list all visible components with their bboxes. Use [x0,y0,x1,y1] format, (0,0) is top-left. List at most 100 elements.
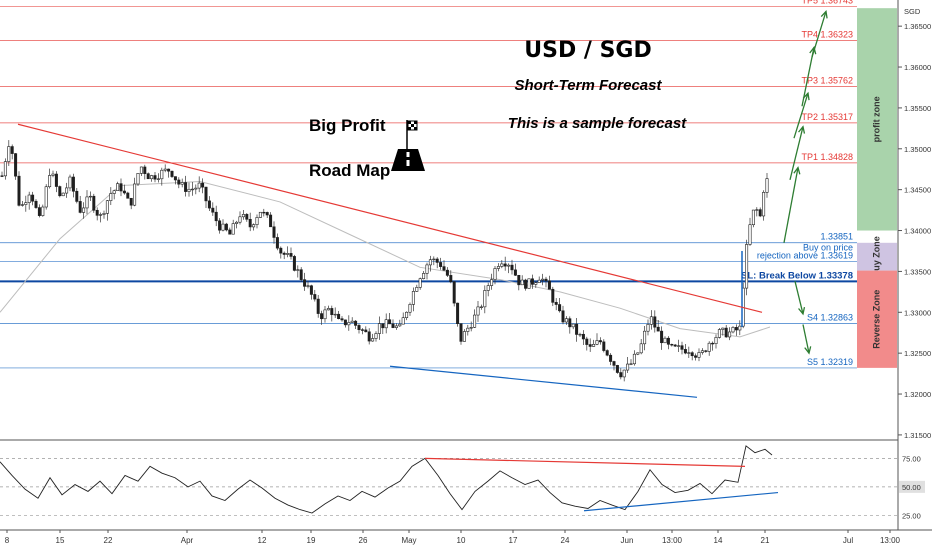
y-tick-label-7: 1.33000 [904,308,931,317]
candle-body [27,194,31,203]
candle-body [728,331,732,338]
rsi-line [0,445,773,514]
candle-body [520,279,524,286]
candle-body [401,317,405,325]
candle-body [646,324,650,332]
candle-body [184,182,188,192]
candle [704,349,708,353]
candle-body [0,175,4,177]
x-tick-label-12: 13:00 [662,536,683,545]
candle-body [360,329,364,331]
candle [694,353,698,361]
candle [670,343,674,347]
candle [309,284,313,300]
candle [24,195,28,212]
candle [343,319,347,328]
candle-body [612,361,616,366]
candle [337,310,341,320]
candle-body [340,318,344,321]
candle-body [248,218,252,228]
candle [544,276,548,288]
reverse-arrow-1 [802,324,812,355]
candle-body [292,256,296,271]
candle [445,267,449,278]
candle [462,329,466,342]
candle [105,200,109,221]
x-tick-label-0: 8 [5,536,10,545]
candle-body [632,353,636,365]
candle [112,189,116,200]
time-axis: 8 15 22 Apr 12 19 26 May 10 17 24 Jun 13:00 14 21 Jul 13… [0,529,932,545]
candle-body [629,363,633,365]
candle [680,341,684,355]
candle [364,326,368,333]
candle [289,247,293,260]
candle-body [408,304,412,313]
candle [724,325,728,338]
candle-body [704,350,708,352]
candle-body [282,252,286,255]
reverse-arrow-0 [794,281,806,316]
forecast-arrow-4-shaft [811,11,827,58]
candle [602,339,606,353]
candle-body [296,269,300,271]
candle-body [92,195,96,211]
candle [581,330,585,345]
candle [14,153,18,180]
candle-body [534,282,538,285]
candle [320,310,324,325]
candle-body [262,211,266,214]
candle-body [700,350,704,353]
candle [415,284,419,292]
candle-body [585,338,589,345]
reverse-arrow-0-head [798,306,806,316]
y-tick-label-10: 1.31500 [904,431,931,440]
candle-body [575,323,579,335]
candle-body [405,311,409,318]
zone-2 [857,270,897,368]
candle [272,221,276,244]
candle-body [456,302,460,324]
candle-body [272,226,276,238]
candle-body [10,146,14,154]
candle [711,341,715,351]
candle-body [190,188,194,191]
candle-body [449,275,453,283]
candle [486,282,490,297]
candle [265,211,269,218]
candle-body [238,216,242,223]
candle-body [435,258,439,263]
candle-body [683,349,687,354]
x-tick-label-16: 13:00 [880,536,901,545]
candle [687,346,691,358]
candle-body [129,197,133,206]
candle-body [252,224,256,228]
candle-body [48,175,52,188]
candle [333,307,337,318]
candle [184,175,188,197]
candle-body [673,344,677,347]
candle-body [513,269,517,276]
candle [150,174,154,182]
candle-body [313,294,317,300]
candle [153,172,157,183]
candle-body [602,341,606,351]
candle-body [388,319,392,325]
candle [163,164,167,173]
candle [44,184,48,210]
candle [360,328,364,335]
candle [326,305,330,311]
y-tick-label-6: 1.33500 [904,267,931,276]
candle-body [598,340,602,343]
candle-body [102,213,106,215]
candle [146,172,150,180]
candle [313,289,317,302]
level-label-1: TP4 1.36323 [801,30,853,40]
candle [425,262,429,280]
candle [245,213,249,222]
zone-label-0: profit zone [871,96,881,142]
candle [109,187,113,206]
candle-body [615,365,619,373]
candle-body [71,176,75,192]
candle [48,168,52,189]
